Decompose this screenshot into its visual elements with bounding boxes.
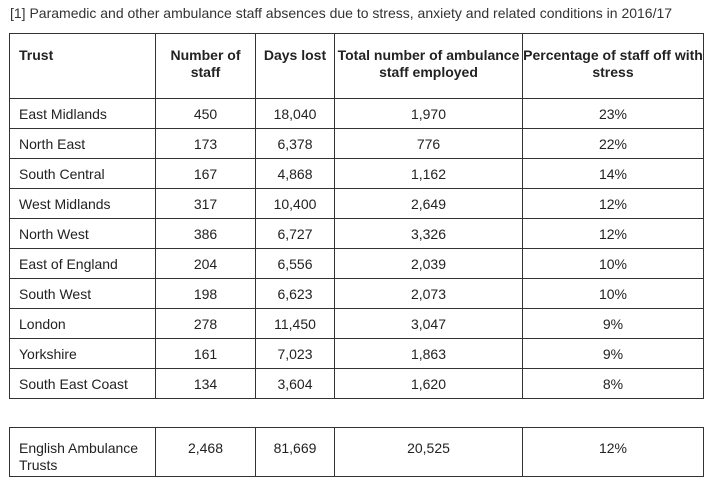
cell-days-lost: 6,623	[255, 278, 335, 309]
totals-row: English Ambulance Trusts 2,468 81,669 20…	[9, 427, 704, 477]
stress-absence-table: Trust Number of staff Days lost Total nu…	[9, 33, 704, 399]
cell-percentage: 12%	[522, 218, 704, 249]
cell-days-lost: 6,727	[255, 218, 335, 249]
table-row: Yorkshire 161 7,023 1,863 9%	[9, 338, 704, 369]
header-trust: Trust	[9, 33, 156, 99]
cell-days-lost: 6,378	[255, 128, 335, 159]
table-row: West Midlands 317 10,400 2,649 12%	[9, 188, 704, 219]
table-row: South Central 167 4,868 1,162 14%	[9, 158, 704, 189]
cell-number-of-staff: 198	[155, 278, 256, 309]
cell-percentage: 23%	[522, 98, 704, 129]
cell-trust: South West	[9, 278, 156, 309]
table-row: North West 386 6,727 3,326 12%	[9, 218, 704, 249]
cell-days-lost: 4,868	[255, 158, 335, 189]
cell-number-of-staff: 167	[155, 158, 256, 189]
cell-total-staff: 2,649	[334, 188, 523, 219]
cell-total-staff: 1,970	[334, 98, 523, 129]
cell-days-lost: 11,450	[255, 308, 335, 339]
table-row: South East Coast 134 3,604 1,620 8%	[9, 368, 704, 399]
total-percentage: 12%	[522, 427, 704, 477]
header-total-staff-employed: Total number of ambulance staff employed	[334, 33, 523, 99]
cell-trust: South East Coast	[9, 368, 156, 399]
table-row: East Midlands 450 18,040 1,970 23%	[9, 98, 704, 129]
totals-table: English Ambulance Trusts 2,468 81,669 20…	[9, 427, 704, 477]
total-staff-employed: 20,525	[334, 427, 523, 477]
cell-percentage: 9%	[522, 308, 704, 339]
cell-number-of-staff: 134	[155, 368, 256, 399]
table-row: North East 173 6,378 776 22%	[9, 128, 704, 159]
cell-trust: East of England	[9, 248, 156, 279]
table-row: East of England 204 6,556 2,039 10%	[9, 248, 704, 279]
cell-percentage: 14%	[522, 158, 704, 189]
header-percentage-off-with-stress: Percentage of staff off with stress	[522, 33, 704, 99]
total-trust: English Ambulance Trusts	[9, 427, 156, 477]
cell-percentage: 22%	[522, 128, 704, 159]
cell-days-lost: 7,023	[255, 338, 335, 369]
cell-total-staff: 3,326	[334, 218, 523, 249]
cell-trust: North West	[9, 218, 156, 249]
table-row: South West 198 6,623 2,073 10%	[9, 278, 704, 309]
cell-days-lost: 18,040	[255, 98, 335, 129]
header-number-of-staff: Number of staff	[155, 33, 256, 99]
cell-percentage: 8%	[522, 368, 704, 399]
cell-trust: West Midlands	[9, 188, 156, 219]
cell-total-staff: 3,047	[334, 308, 523, 339]
header-days-lost: Days lost	[255, 33, 335, 99]
table-caption: [1] Paramedic and other ambulance staff …	[10, 5, 673, 21]
cell-number-of-staff: 173	[155, 128, 256, 159]
cell-total-staff: 2,073	[334, 278, 523, 309]
cell-number-of-staff: 278	[155, 308, 256, 339]
cell-number-of-staff: 204	[155, 248, 256, 279]
cell-days-lost: 3,604	[255, 368, 335, 399]
cell-number-of-staff: 317	[155, 188, 256, 219]
cell-percentage: 10%	[522, 248, 704, 279]
cell-total-staff: 1,620	[334, 368, 523, 399]
cell-days-lost: 10,400	[255, 188, 335, 219]
total-days-lost: 81,669	[255, 427, 335, 477]
cell-trust: London	[9, 308, 156, 339]
header-row: Trust Number of staff Days lost Total nu…	[9, 33, 704, 99]
cell-days-lost: 6,556	[255, 248, 335, 279]
cell-percentage: 9%	[522, 338, 704, 369]
cell-trust: South Central	[9, 158, 156, 189]
cell-percentage: 12%	[522, 188, 704, 219]
cell-total-staff: 1,863	[334, 338, 523, 369]
cell-total-staff: 1,162	[334, 158, 523, 189]
cell-percentage: 10%	[522, 278, 704, 309]
cell-total-staff: 2,039	[334, 248, 523, 279]
cell-number-of-staff: 450	[155, 98, 256, 129]
cell-number-of-staff: 386	[155, 218, 256, 249]
cell-trust: North East	[9, 128, 156, 159]
table-row: London 278 11,450 3,047 9%	[9, 308, 704, 339]
cell-trust: East Midlands	[9, 98, 156, 129]
cell-total-staff: 776	[334, 128, 523, 159]
cell-trust: Yorkshire	[9, 338, 156, 369]
cell-number-of-staff: 161	[155, 338, 256, 369]
total-number-of-staff: 2,468	[155, 427, 256, 477]
